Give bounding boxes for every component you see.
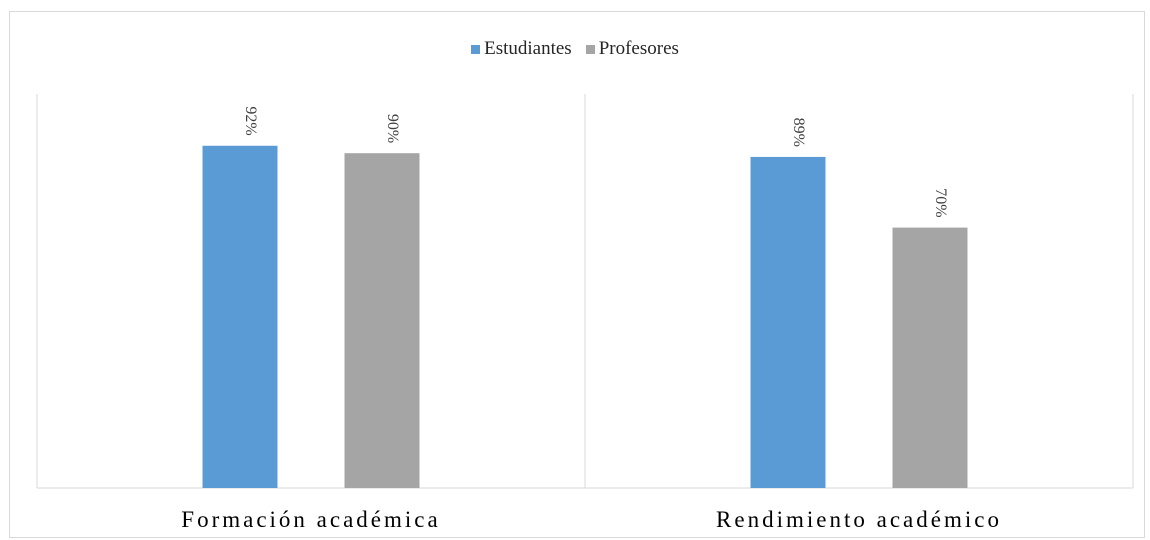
bar-profesores-0 [344, 153, 420, 488]
legend-item-estudiantes: Estudiantes [471, 38, 572, 60]
data-label-profesores-1: 70% [932, 188, 949, 217]
data-label-estudiantes-0: 92% [242, 106, 259, 135]
legend-label-estudiantes: Estudiantes [484, 38, 572, 59]
category-label-1: Rendimiento académico [716, 507, 1002, 532]
bar-profesores-1 [892, 227, 968, 488]
bar-estudiantes-1 [750, 156, 826, 489]
legend-label-profesores: Profesores [598, 38, 679, 59]
data-label-estudiantes-1: 89% [790, 118, 807, 147]
category-label-0: Formación académica [181, 507, 440, 532]
bar-estudiantes-0 [202, 145, 278, 488]
legend-swatch-estudiantes [471, 44, 481, 54]
legend-item-profesores: Profesores [585, 38, 679, 60]
legend: Estudiantes Profesores [0, 38, 1150, 60]
legend-swatch-profesores [585, 44, 595, 54]
data-label-profesores-0: 90% [384, 114, 401, 143]
